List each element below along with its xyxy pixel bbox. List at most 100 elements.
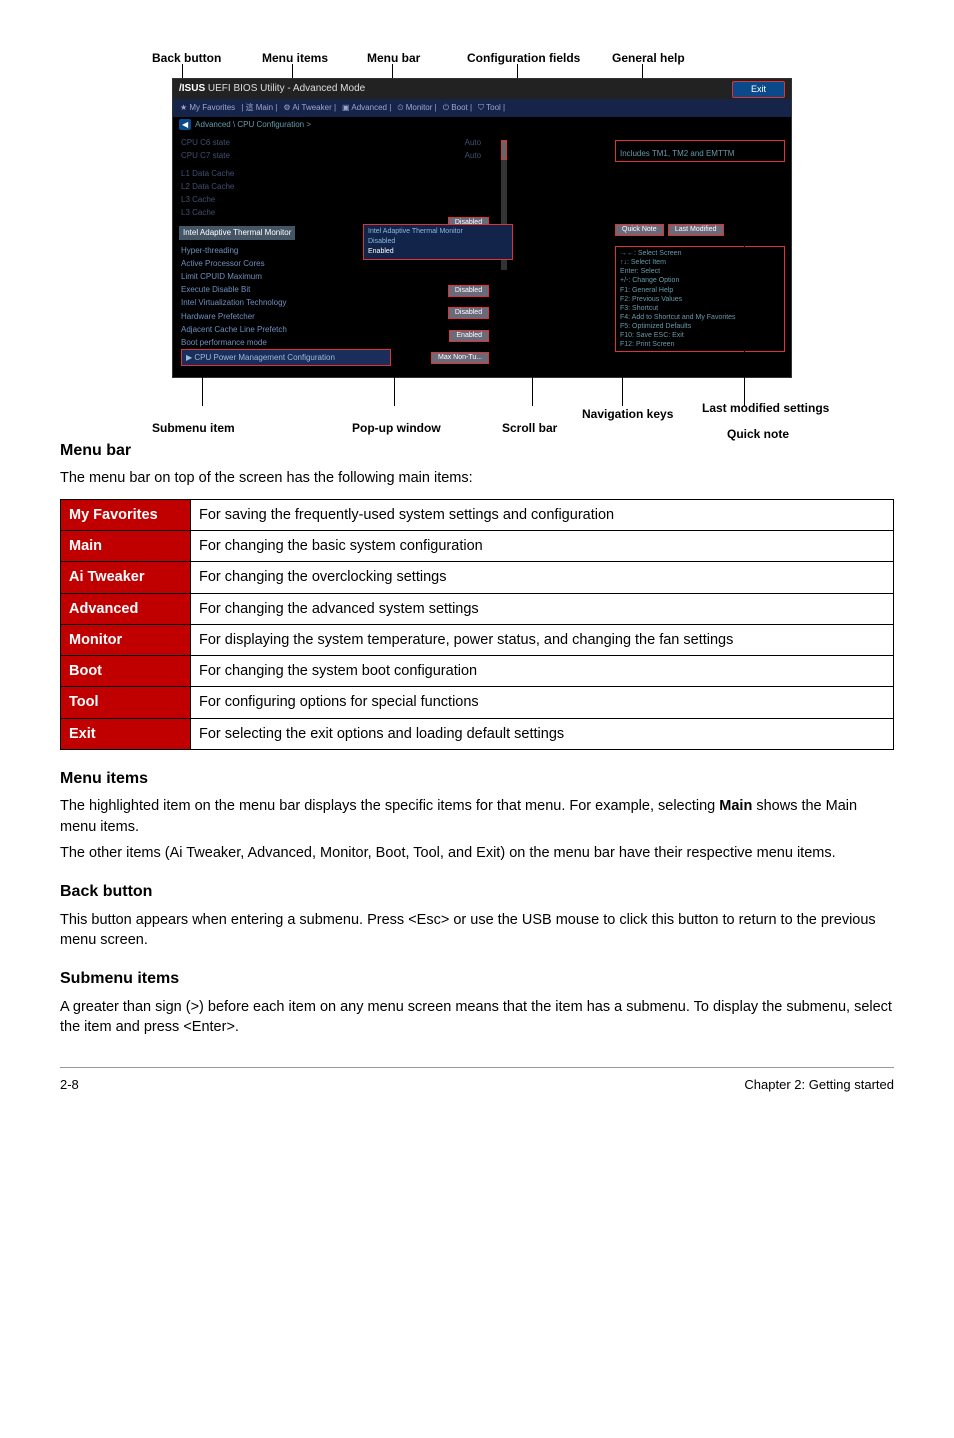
navkey-line: +/-: Change Option — [620, 276, 780, 285]
leftitem[interactable]: Hyper-threading — [173, 244, 373, 257]
menubar-monitor[interactable]: ⏲ Monitor | — [397, 102, 436, 113]
table-row-label: My Favorites — [61, 499, 191, 530]
navigation-keys-box: →←: Select Screen ↑↓: Select Item Enter:… — [615, 246, 785, 352]
menubar-tool[interactable]: ⛉ Tool | — [478, 102, 505, 113]
bios-brand-logo: /ISUS — [179, 83, 205, 94]
config-field[interactable]: Disabled — [448, 307, 489, 319]
config-field[interactable]: Max Non-Tu... — [431, 352, 489, 364]
back-icon[interactable]: ◀ — [179, 119, 191, 130]
annot-quicknote: Quick note — [727, 426, 789, 443]
leftitem: L2 Data Cache — [173, 180, 373, 193]
bios-titlebar: /ISUS UEFI BIOS Utility - Advanced Mode … — [173, 79, 791, 99]
leftitem[interactable]: Active Processor Cores — [173, 257, 373, 270]
config-field[interactable]: Enabled — [449, 330, 489, 342]
leftitem: CPU C6 state — [173, 136, 373, 149]
bios-window: /ISUS UEFI BIOS Utility - Advanced Mode … — [172, 78, 792, 378]
page-footer: 2-8 Chapter 2: Getting started — [60, 1076, 894, 1094]
menubar-aitweaker[interactable]: ⚙ Ai Tweaker | — [283, 102, 336, 113]
annot-general-help: General help — [612, 50, 685, 67]
table-row-label: Main — [61, 530, 191, 561]
heading-menu-items: Menu items — [60, 768, 894, 790]
table-row-desc: For displaying the system temperature, p… — [191, 624, 894, 655]
table-row-desc: For selecting the exit options and loadi… — [191, 718, 894, 749]
footer-page-number: 2-8 — [60, 1076, 79, 1094]
table-row-label: Ai Tweaker — [61, 562, 191, 593]
menu-items-p1: The highlighted item on the menu bar dis… — [60, 796, 894, 837]
bios-exit-button[interactable]: Exit — [732, 81, 785, 98]
breadcrumb-text: Advanced \ CPU Configuration > — [195, 119, 311, 130]
text-fragment: The highlighted item on the menu bar dis… — [60, 798, 719, 814]
popup-option[interactable]: Disabled — [368, 237, 508, 247]
table-row-desc: For changing the advanced system setting… — [191, 593, 894, 624]
heading-submenu-items: Submenu items — [60, 968, 894, 990]
bios-title-text: UEFI BIOS Utility - Advanced Mode — [208, 83, 365, 94]
heading-menu-bar: Menu bar — [60, 440, 894, 462]
navkey-line: ↑↓: Select Item — [620, 258, 780, 267]
leftitem: L3 Cache — [173, 193, 373, 206]
menubar-main[interactable]: | 這 Main | — [241, 102, 277, 113]
navkey-line: →←: Select Screen — [620, 249, 780, 258]
quick-note-button[interactable]: Quick Note — [615, 224, 664, 236]
footer-divider — [60, 1067, 894, 1068]
navkey-line: F1: General Help — [620, 286, 780, 295]
bios-screenshot-diagram: Back button Menu items Menu bar Configur… — [122, 50, 832, 420]
annot-menu-items: Menu items — [262, 50, 328, 67]
annot-navkeys: Navigation keys — [582, 406, 673, 423]
submenu-item[interactable]: ▶ CPU Power Management Configuration — [181, 349, 391, 366]
leftitem: L1 Data Cache — [173, 167, 373, 180]
back-button-p1: This button appears when entering a subm… — [60, 910, 894, 951]
navkey-line: F2: Previous Values — [620, 295, 780, 304]
leftitem: L3 Cache — [173, 206, 373, 219]
leftitem: CPU C7 state — [173, 149, 373, 162]
submenu-items-p1: A greater than sign (>) before each item… — [60, 997, 894, 1038]
menubar-advanced[interactable]: ▣ Advanced | — [342, 102, 391, 113]
config-field: Auto — [431, 136, 489, 149]
navkey-line: Enter: Select — [620, 267, 780, 276]
table-row-label: Tool — [61, 687, 191, 718]
table-row-label: Advanced — [61, 593, 191, 624]
annot-back-button: Back button — [152, 50, 221, 67]
scrollbar-thumb[interactable] — [501, 140, 507, 160]
leftitem[interactable]: Execute Disable Bit — [173, 283, 373, 296]
annot-scrollbar: Scroll bar — [502, 420, 557, 437]
navkey-line: F10: Save ESC: Exit — [620, 331, 780, 340]
table-row-desc: For changing the basic system configurat… — [191, 530, 894, 561]
annot-submenu: Submenu item — [152, 420, 235, 437]
menu-bar-intro: The menu bar on top of the screen has th… — [60, 468, 894, 488]
navkey-line: F12: Print Screen — [620, 340, 780, 349]
general-help-text: Includes TM1, TM2 and EMTTM — [615, 146, 785, 162]
leftitem[interactable]: Hardware Prefetcher — [173, 310, 373, 323]
navkey-line: F4: Add to Shortcut and My Favorites — [620, 313, 780, 322]
right-panel: Includes TM1, TM2 and EMTTM Quick Note L… — [615, 140, 785, 352]
popup-title: Intel Adaptive Thermal Monitor — [368, 227, 508, 237]
annot-lastmod: Last modified settings — [702, 400, 792, 417]
leftitem[interactable]: Adjacent Cache Line Prefetch — [173, 323, 373, 336]
leftitem[interactable]: Boot performance mode — [173, 336, 373, 349]
last-modified-button[interactable]: Last Modified — [668, 224, 724, 236]
heading-back-button: Back button — [60, 881, 894, 903]
footer-chapter: Chapter 2: Getting started — [744, 1076, 894, 1094]
leftitem[interactable]: Limit CPUID Maximum — [173, 270, 373, 283]
leftitem[interactable]: Intel Virtualization Technology — [173, 296, 373, 309]
annot-config-fields: Configuration fields — [467, 50, 580, 67]
annot-menu-bar: Menu bar — [367, 50, 420, 67]
table-row-label: Exit — [61, 718, 191, 749]
annot-popup: Pop-up window — [352, 420, 441, 437]
popup-option[interactable]: Enabled — [368, 247, 508, 257]
navkey-line: F5: Optimized Defaults — [620, 322, 780, 331]
table-row-desc: For changing the overclocking settings — [191, 562, 894, 593]
table-row-desc: For changing the system boot configurati… — [191, 656, 894, 687]
table-row-desc: For saving the frequently-used system se… — [191, 499, 894, 530]
menubar-myfav[interactable]: ★ My Favorites — [180, 102, 235, 113]
table-row-label: Monitor — [61, 624, 191, 655]
config-field[interactable]: Disabled — [448, 285, 489, 297]
table-row-label: Boot — [61, 656, 191, 687]
table-row-desc: For configuring options for special func… — [191, 687, 894, 718]
menu-items-p2: The other items (Ai Tweaker, Advanced, M… — [60, 843, 894, 863]
highlighted-item[interactable]: Intel Adaptive Thermal Monitor — [179, 226, 295, 239]
menubar-boot[interactable]: ⏻ Boot | — [443, 102, 472, 113]
text-bold: Main — [719, 798, 752, 814]
bios-menu-bar[interactable]: ★ My Favorites | 這 Main | ⚙ Ai Tweaker |… — [173, 99, 791, 117]
config-field: Auto — [431, 149, 489, 162]
popup-window: Intel Adaptive Thermal Monitor Disabled … — [363, 224, 513, 259]
